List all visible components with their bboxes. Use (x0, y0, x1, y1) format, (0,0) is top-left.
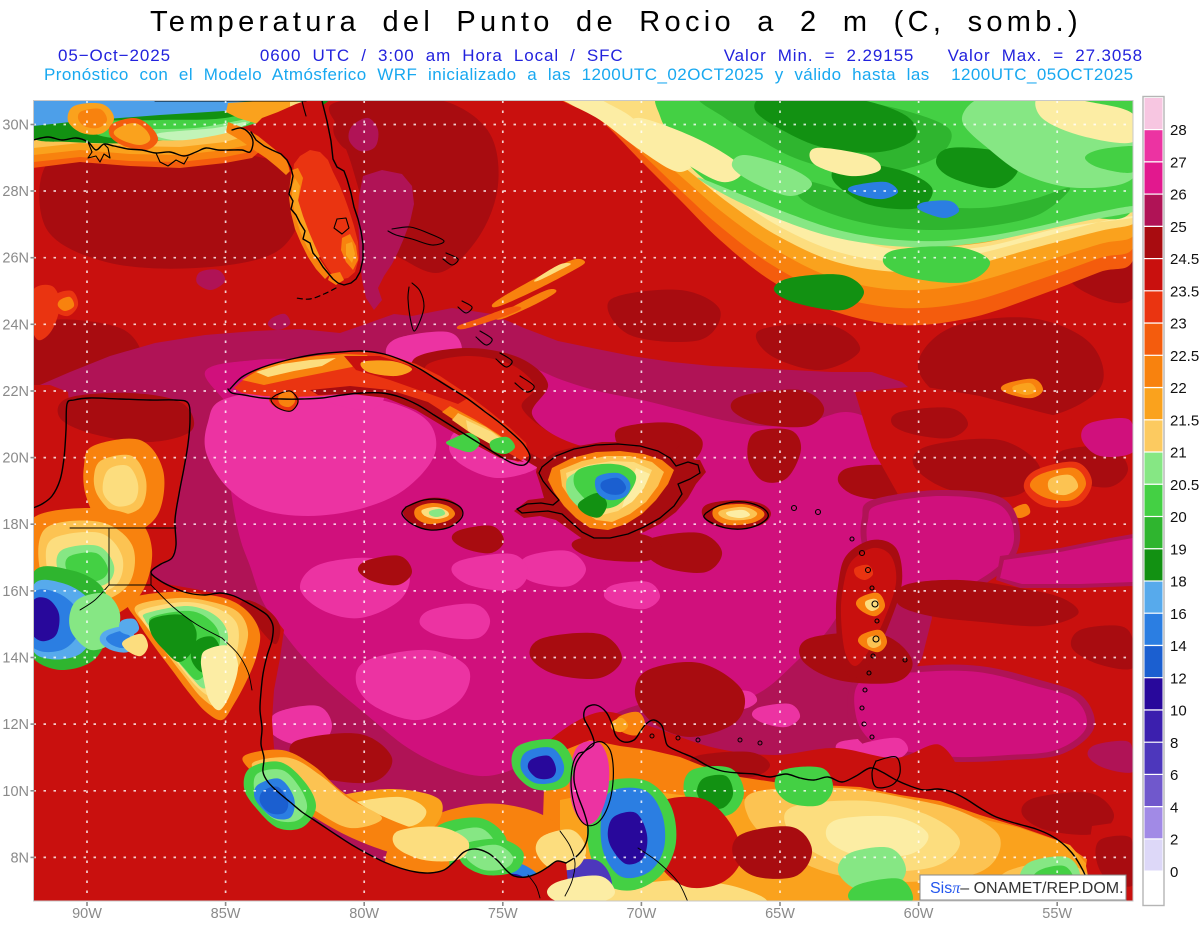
svg-text:0: 0 (1170, 864, 1178, 881)
svg-text:Sisπ– ONAMET/REP.DOM.: Sisπ– ONAMET/REP.DOM. (930, 880, 1124, 897)
svg-text:80W: 80W (349, 906, 379, 922)
svg-text:14: 14 (1170, 638, 1187, 655)
svg-text:25: 25 (1170, 219, 1187, 236)
svg-text:19: 19 (1170, 541, 1187, 558)
svg-text:60W: 60W (904, 906, 934, 922)
svg-text:21.5: 21.5 (1170, 412, 1199, 429)
svg-text:14N: 14N (2, 651, 29, 667)
svg-text:4: 4 (1170, 799, 1178, 816)
svg-text:28N: 28N (2, 184, 29, 200)
svg-text:6: 6 (1170, 767, 1178, 784)
svg-text:18: 18 (1170, 574, 1187, 591)
svg-text:2: 2 (1170, 832, 1178, 849)
svg-text:24N: 24N (2, 317, 29, 333)
svg-text:85W: 85W (211, 906, 241, 922)
svg-text:10: 10 (1170, 703, 1187, 720)
svg-text:75W: 75W (488, 906, 518, 922)
svg-text:70W: 70W (626, 906, 656, 922)
svg-text:20N: 20N (2, 451, 29, 467)
svg-text:23: 23 (1170, 316, 1187, 333)
svg-text:30N: 30N (2, 118, 29, 134)
svg-text:8: 8 (1170, 735, 1178, 752)
svg-text:16N: 16N (2, 584, 29, 600)
svg-text:21: 21 (1170, 445, 1187, 462)
svg-text:18N: 18N (2, 517, 29, 533)
svg-text:27: 27 (1170, 155, 1187, 172)
svg-text:16: 16 (1170, 606, 1187, 623)
svg-text:22N: 22N (2, 384, 29, 400)
svg-text:23.5: 23.5 (1170, 283, 1199, 300)
svg-text:90W: 90W (72, 906, 102, 922)
svg-text:12: 12 (1170, 670, 1187, 687)
svg-text:20: 20 (1170, 509, 1187, 526)
svg-text:8N: 8N (10, 850, 29, 866)
svg-text:20.5: 20.5 (1170, 477, 1199, 494)
svg-text:22.5: 22.5 (1170, 348, 1199, 365)
svg-text:28: 28 (1170, 122, 1187, 139)
svg-text:65W: 65W (765, 906, 795, 922)
svg-text:10N: 10N (2, 784, 29, 800)
svg-text:55W: 55W (1042, 906, 1072, 922)
svg-text:24.5: 24.5 (1170, 251, 1199, 268)
svg-text:22: 22 (1170, 380, 1187, 397)
svg-text:12N: 12N (2, 717, 29, 733)
svg-text:26N: 26N (2, 251, 29, 267)
svg-text:26: 26 (1170, 187, 1187, 204)
